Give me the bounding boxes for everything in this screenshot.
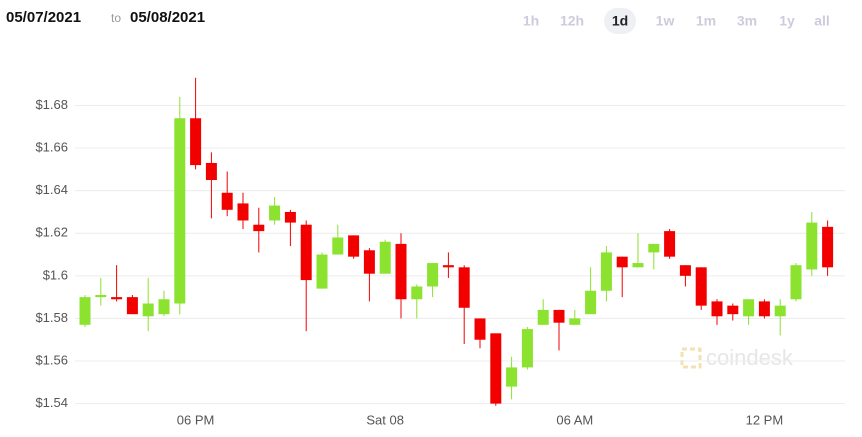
x-tick-label: 06 AM: [556, 412, 593, 427]
candle-body: [348, 235, 360, 257]
candle-body: [284, 211, 296, 223]
candle-body: [774, 305, 786, 317]
date-from: 05/07/2021: [6, 9, 81, 26]
date-to-word: to: [111, 11, 121, 25]
candle-body: [711, 301, 723, 317]
y-tick-label: $1.56: [35, 352, 68, 367]
candle-body: [174, 118, 186, 304]
date-to: 05/08/2021: [130, 9, 205, 26]
candle-body: [632, 263, 644, 268]
watermark: coindesk: [680, 345, 794, 370]
watermark-logo: [680, 347, 702, 369]
range-button[interactable]: 1y: [779, 13, 795, 29]
x-tick-label: 12 PM: [746, 412, 784, 427]
candle-body: [569, 318, 581, 325]
candle-body: [490, 333, 502, 404]
candle-body: [806, 222, 818, 270]
candle-body: [253, 224, 265, 232]
candle-body: [411, 286, 423, 300]
candle-body: [237, 203, 249, 221]
candle-body: [300, 224, 312, 281]
y-tick-label: $1.66: [35, 139, 68, 154]
range-button[interactable]: 1m: [696, 13, 716, 29]
candle-body: [521, 329, 533, 368]
candle-body: [727, 305, 739, 315]
candle-body: [664, 231, 676, 257]
candle-body: [442, 265, 454, 268]
candle-body: [758, 301, 770, 317]
candle-body: [221, 192, 233, 210]
range-button[interactable]: 1h: [523, 13, 539, 29]
candle-body: [790, 265, 802, 300]
x-tick-label: 06 PM: [177, 412, 215, 427]
range-button[interactable]: 3m: [737, 13, 757, 29]
candle-body: [269, 205, 281, 221]
candle-body: [190, 118, 202, 166]
candle-body: [126, 297, 138, 315]
candle-body: [316, 254, 328, 289]
candle-body: [205, 162, 217, 180]
candle-body: [79, 297, 91, 325]
y-tick-label: $1.58: [35, 310, 68, 325]
candle-body: [458, 267, 470, 308]
candle-body: [363, 250, 375, 274]
candle-body: [427, 263, 439, 287]
range-button-bg: [604, 8, 636, 34]
candle-body: [111, 297, 123, 300]
candle-body: [585, 290, 597, 315]
candle-body: [158, 299, 170, 315]
candle-body: [648, 243, 660, 253]
candle-body: [537, 309, 549, 325]
range-button[interactable]: 12h: [560, 13, 584, 29]
candle-body: [822, 226, 834, 268]
candle-body: [95, 295, 107, 298]
range-button[interactable]: 1d: [612, 13, 628, 29]
y-tick-label: $1.68: [35, 97, 68, 112]
y-tick-label: $1.54: [35, 395, 68, 410]
candle-body: [679, 265, 691, 276]
candle-body: [379, 241, 391, 274]
range-button[interactable]: all: [814, 13, 830, 29]
y-tick-label: $1.62: [35, 225, 68, 240]
candle-body: [743, 299, 755, 317]
candle-body: [332, 237, 344, 255]
watermark-text: coindesk: [706, 345, 794, 370]
candle-body: [474, 318, 486, 340]
candle-body: [616, 256, 628, 268]
range-button[interactable]: 1w: [656, 13, 675, 29]
candle-body: [142, 303, 154, 317]
y-tick-label: $1.6: [43, 267, 68, 282]
candle-body: [395, 243, 407, 300]
x-tick-label: Sat 08: [366, 412, 404, 427]
candle-body: [600, 252, 612, 291]
candle-body: [553, 309, 565, 323]
candle-body: [506, 367, 518, 387]
y-tick-label: $1.64: [35, 182, 68, 197]
candle-body: [695, 267, 707, 306]
